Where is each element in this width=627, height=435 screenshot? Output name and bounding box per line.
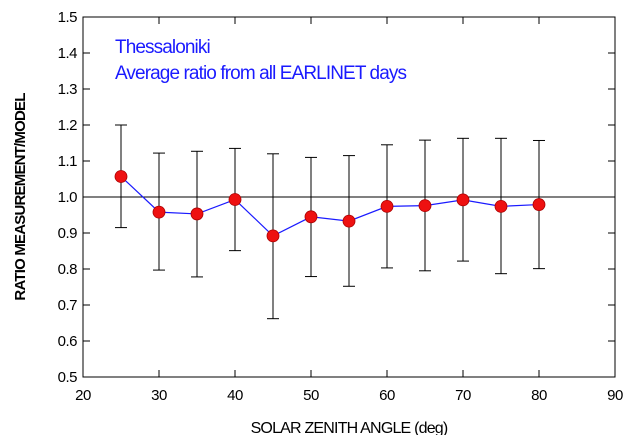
x-ticks: 20 30 40 50 60 70 80 90 <box>75 17 623 404</box>
y-ticks: 0.5 0.6 0.7 0.8 0.9 1.0 1.1 1.2 1.3 1.4 1.5 <box>58 9 615 386</box>
x-tick-label: 30 <box>151 387 167 404</box>
data-point <box>342 214 356 228</box>
y-tick-label: 0.5 <box>58 369 78 386</box>
data-point <box>494 199 508 213</box>
x-tick-label: 90 <box>607 387 623 404</box>
data-markers <box>114 170 546 243</box>
data-point <box>114 170 128 183</box>
y-tick-label: 1.1 <box>58 153 78 170</box>
data-point <box>152 205 166 219</box>
y-tick-label: 0.7 <box>58 297 78 314</box>
y-tick-label: 1.0 <box>58 189 78 206</box>
y-tick-label: 1.3 <box>58 81 78 98</box>
y-tick-label: 0.6 <box>58 333 78 350</box>
annotation-description: Average ratio from all EARLINET days <box>115 63 406 84</box>
data-point <box>532 198 546 211</box>
y-tick-label: 0.9 <box>58 225 78 242</box>
y-tick-label: 1.4 <box>58 45 78 62</box>
data-point <box>190 207 204 221</box>
annotation-location: Thessaloniki <box>115 37 210 58</box>
y-tick-label: 1.5 <box>58 9 78 26</box>
error-bars <box>115 124 545 320</box>
data-point <box>456 193 470 207</box>
data-point <box>228 193 242 206</box>
y-tick-label: 1.2 <box>58 117 78 134</box>
x-axis-title: SOLAR ZENITH ANGLE (deg) <box>251 420 448 435</box>
x-tick-label: 20 <box>75 387 91 404</box>
data-point <box>266 229 280 243</box>
x-tick-label: 80 <box>531 387 547 404</box>
x-tick-label: 50 <box>303 387 319 404</box>
y-tick-label: 0.8 <box>58 261 78 278</box>
data-point <box>380 199 394 213</box>
x-tick-label: 60 <box>379 387 395 404</box>
data-point <box>304 210 318 224</box>
x-tick-label: 70 <box>455 387 471 404</box>
y-axis-title: RATIO MEASUREMENT/MODEL <box>12 93 29 301</box>
series-line <box>120 176 540 237</box>
x-tick-label: 40 <box>227 387 243 404</box>
data-point <box>418 199 432 213</box>
